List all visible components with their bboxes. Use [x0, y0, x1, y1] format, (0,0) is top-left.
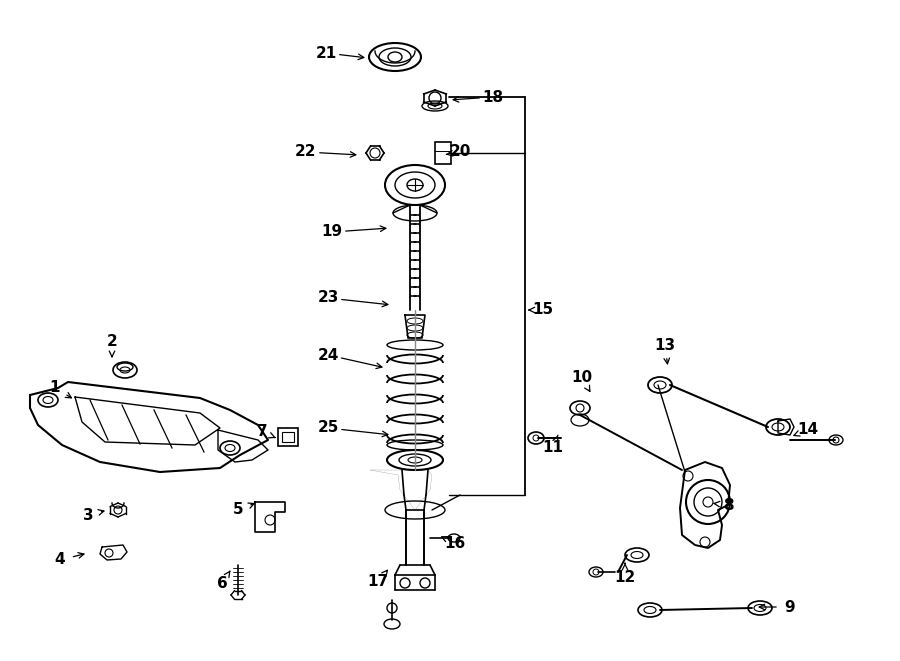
Text: 9: 9 — [785, 600, 796, 615]
Text: 25: 25 — [318, 420, 338, 436]
Text: 16: 16 — [445, 535, 465, 551]
Text: 6: 6 — [217, 576, 228, 590]
Text: 15: 15 — [533, 303, 554, 317]
Text: 19: 19 — [321, 225, 343, 239]
Text: 1: 1 — [50, 381, 60, 395]
Text: 18: 18 — [482, 89, 504, 104]
Text: 20: 20 — [449, 145, 471, 159]
Bar — [435, 142, 451, 164]
Text: 10: 10 — [572, 371, 592, 385]
Text: 2: 2 — [106, 334, 117, 350]
Text: 21: 21 — [315, 46, 337, 61]
Text: 3: 3 — [83, 508, 94, 522]
Text: 7: 7 — [256, 424, 267, 440]
Text: 13: 13 — [654, 338, 676, 352]
Text: 12: 12 — [615, 570, 635, 584]
Text: 8: 8 — [723, 498, 734, 512]
Text: 17: 17 — [367, 574, 389, 590]
Text: 24: 24 — [318, 348, 338, 362]
Bar — [282, 432, 294, 442]
Bar — [278, 428, 298, 446]
Text: 5: 5 — [233, 502, 243, 518]
Text: 22: 22 — [295, 145, 317, 159]
Text: 14: 14 — [797, 422, 819, 438]
Text: 4: 4 — [55, 553, 66, 568]
Text: 23: 23 — [318, 290, 338, 305]
Text: 11: 11 — [543, 440, 563, 455]
